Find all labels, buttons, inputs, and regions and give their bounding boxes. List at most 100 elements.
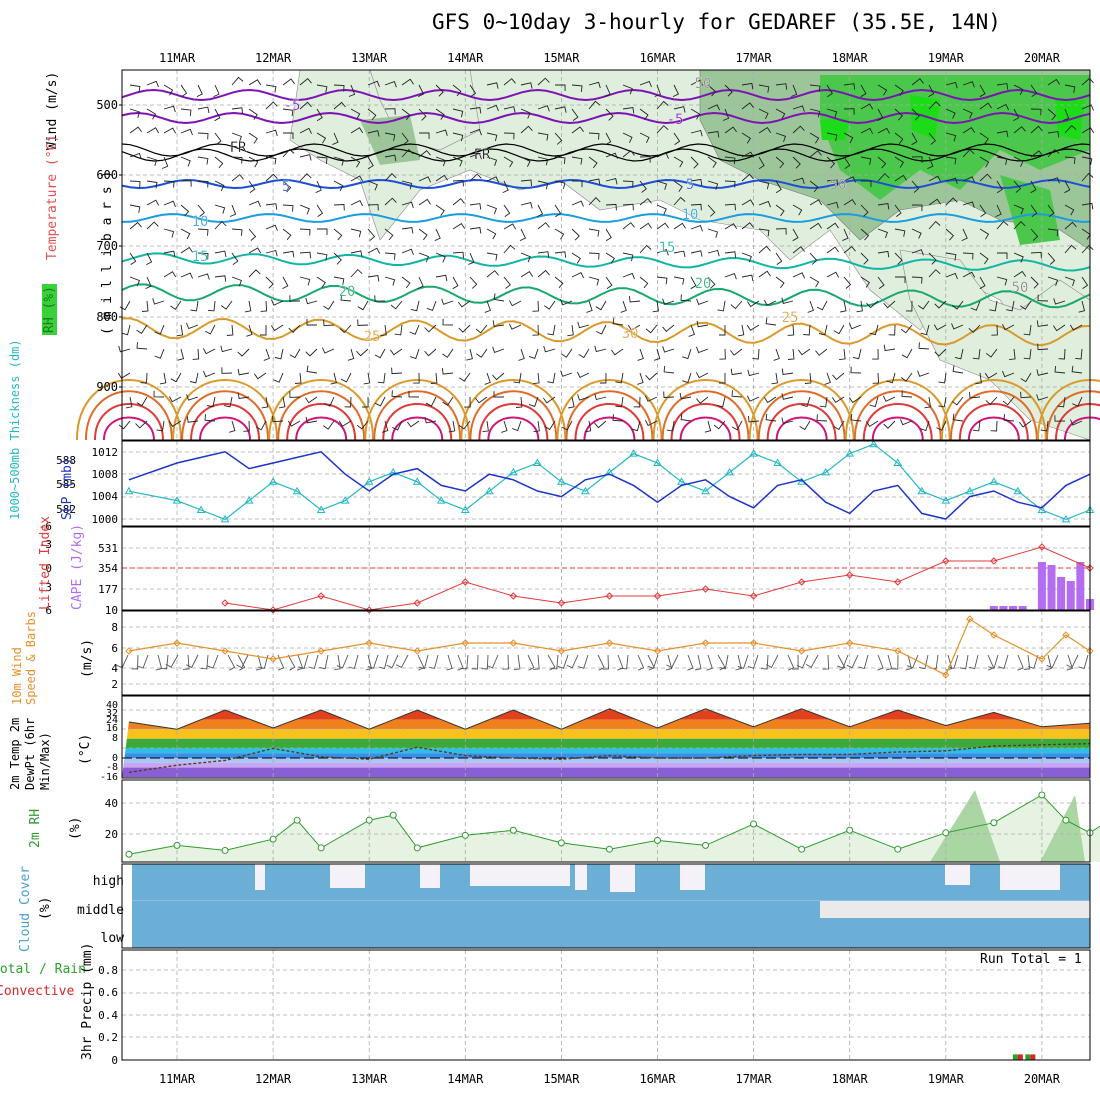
wind-barb (682, 348, 692, 360)
wind-barb (367, 274, 380, 282)
wind-barb (557, 654, 569, 669)
isotherm-line (121, 283, 1091, 309)
wind-barb (696, 298, 709, 305)
wind-barb (748, 415, 760, 423)
wind-barb (442, 396, 454, 407)
lifted-index-point (894, 578, 902, 586)
date-label-bottom: 14MAR (447, 1072, 484, 1086)
wind-barb (486, 156, 498, 166)
wind-barb (962, 201, 975, 208)
wind-barb (628, 295, 641, 303)
wind-barb (277, 654, 285, 671)
wind-barb (622, 150, 635, 158)
wind-barb (578, 348, 590, 359)
wind-barb (481, 654, 489, 670)
wind-barb (662, 346, 675, 353)
isotherm-line (121, 317, 1091, 347)
wind-barb (229, 204, 237, 217)
wind-barb (951, 396, 964, 406)
wind-barb (571, 200, 584, 207)
wind-barb (169, 396, 182, 403)
wind-barb (428, 654, 439, 670)
cape-bar (1018, 606, 1027, 610)
wind-barb (571, 126, 584, 134)
wind-barb (962, 176, 976, 183)
li-tick-label: 6 (45, 604, 52, 617)
wind-barb (775, 228, 787, 235)
wind-barb (805, 654, 819, 668)
wind-barb (503, 223, 517, 230)
wind-barb (180, 228, 191, 240)
wind-barb (877, 108, 884, 122)
cape-tick-label: 354 (98, 562, 118, 575)
wind-barb (622, 252, 634, 262)
wind-barb (945, 272, 958, 280)
wind-barb (204, 324, 216, 335)
wind-barb (493, 293, 505, 302)
wind-barb (163, 180, 175, 188)
isotherm-line (364, 379, 471, 441)
date-label-top: 13MAR (351, 51, 388, 65)
wind-barb (333, 84, 345, 92)
wind-barb (656, 180, 668, 190)
isotherm-line (844, 379, 951, 441)
wind-speed-point (557, 647, 566, 655)
wind-barb (475, 324, 488, 334)
wind-barb (792, 177, 805, 185)
thickness-point (869, 439, 879, 448)
cloud-gap (945, 864, 970, 885)
wind-barb (809, 132, 820, 144)
lifted-index-point (990, 557, 998, 565)
wind-barb (571, 84, 583, 92)
wind-barb (220, 300, 233, 310)
wind-barb (787, 348, 795, 360)
wind-barb (792, 654, 799, 670)
wind-barb (1054, 366, 1066, 374)
wind-barb (594, 393, 607, 401)
wind-barb (452, 251, 464, 259)
wind-barb (469, 152, 482, 160)
wind-barb (374, 348, 386, 359)
thickness-point (196, 505, 206, 513)
cape-axis-label: CAPE (J/kg) (70, 523, 85, 610)
isotherm-line (556, 379, 663, 441)
wind-barb (363, 372, 371, 385)
slp-tick-label: 1000 (92, 513, 119, 526)
isotherm-line (391, 416, 444, 441)
wind-barb (656, 276, 668, 285)
lifted-index-point (845, 571, 854, 579)
date-label-bottom: 17MAR (736, 1072, 773, 1086)
wind-barb (146, 127, 160, 134)
wind-barb (792, 125, 805, 134)
cloud-frame (121, 863, 1091, 949)
wind-barb (724, 251, 737, 258)
wind-barb (532, 324, 539, 336)
thickness-point (701, 486, 710, 495)
temp-tick-label: 24 (106, 715, 118, 726)
wind-barb (843, 276, 852, 289)
wind-barb (781, 368, 794, 376)
rh-point (605, 845, 613, 853)
wind-barb (588, 156, 598, 169)
precip-legend-total: Total / Rain (0, 962, 86, 977)
wind-barb (129, 84, 141, 93)
wind-barb (605, 252, 616, 264)
wind-barb (145, 276, 152, 290)
wind-barb (520, 156, 531, 167)
wind-barb (1064, 276, 1075, 287)
wind-barb (792, 156, 801, 169)
wind-barb (869, 324, 879, 336)
precip-convective-bar (1017, 1054, 1023, 1060)
wind-barb (316, 132, 327, 144)
isotherm-line (102, 416, 155, 441)
wind-barb (781, 297, 794, 304)
wind-barb (911, 180, 920, 193)
rh-point (654, 836, 661, 844)
date-label-bottom: 18MAR (832, 1072, 869, 1086)
wind-barb (448, 420, 456, 433)
wind-barb (410, 300, 420, 312)
wind-barb (818, 324, 828, 336)
rh2m-axis-label: 2m RH (28, 808, 43, 848)
wind-barb (571, 108, 579, 121)
wind-barb (758, 108, 769, 119)
